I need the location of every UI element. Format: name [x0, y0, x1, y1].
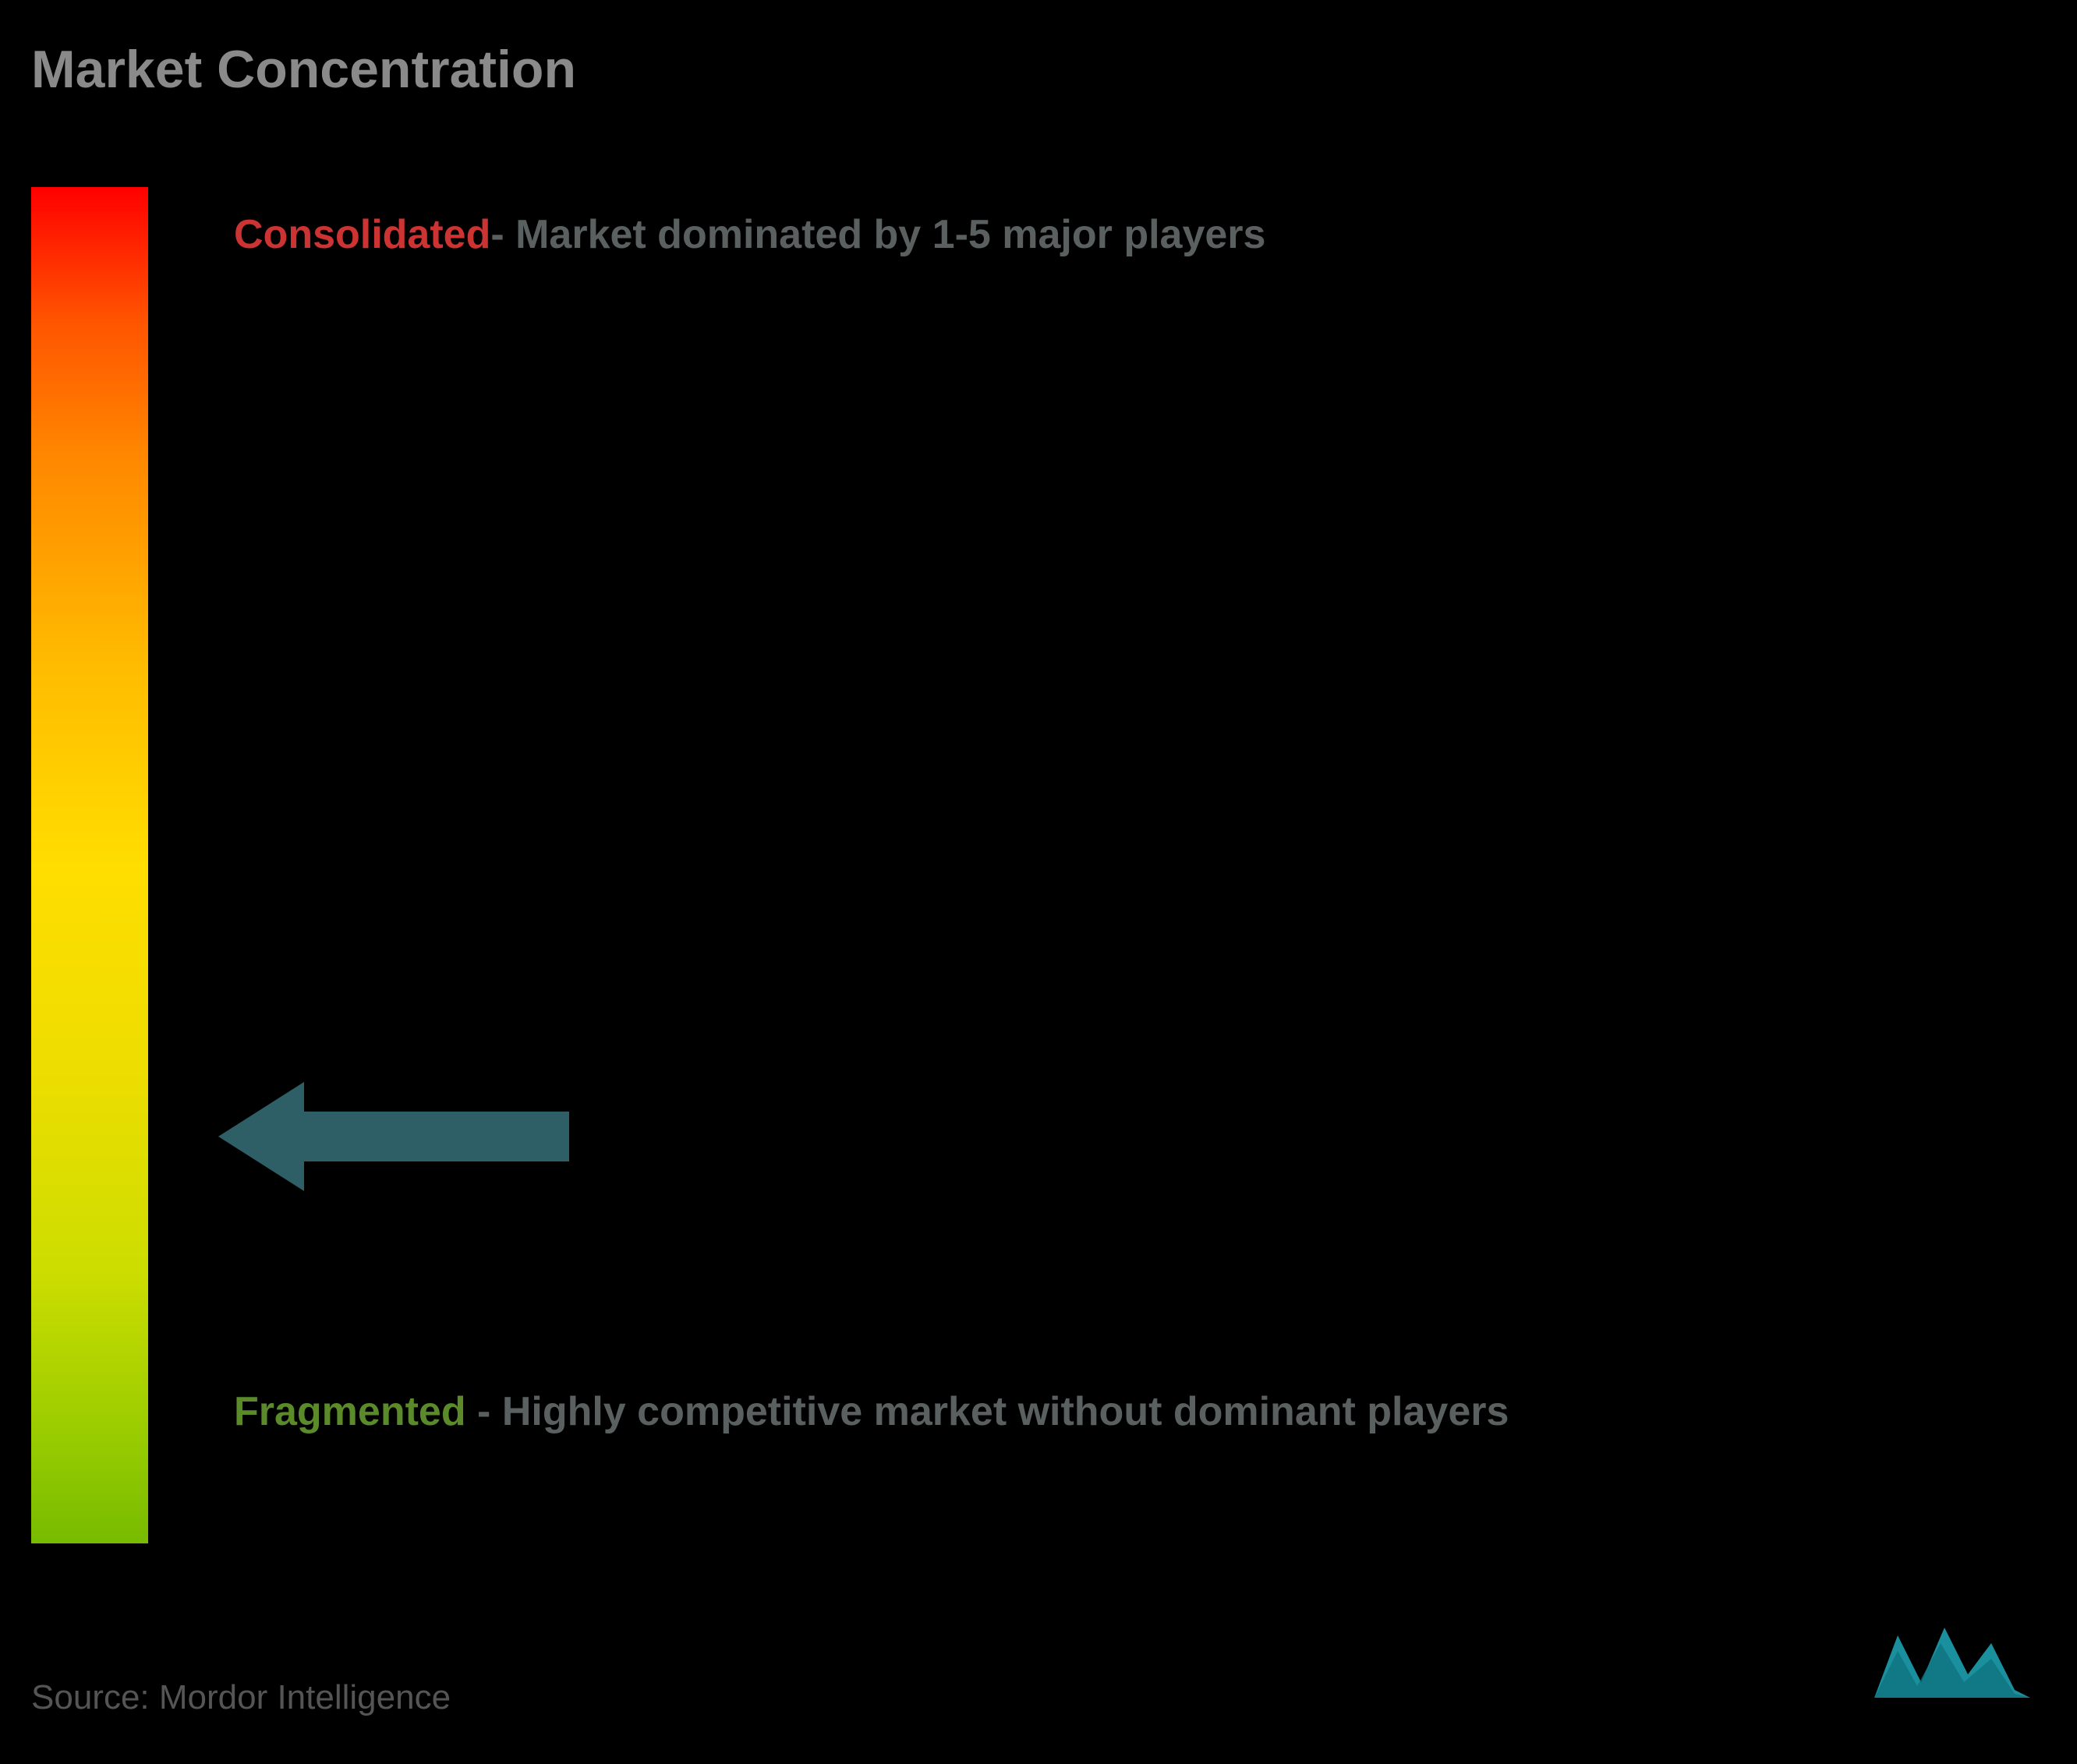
concentration-gradient-bar — [31, 187, 148, 1543]
consolidated-description: - Market dominated by 1-5 major players — [490, 212, 1265, 257]
fragmented-description: - Highly competitive market without domi… — [466, 1389, 1509, 1434]
consolidated-label-row: Consolidated- Market dominated by 1-5 ma… — [234, 203, 2030, 267]
arrow-left-icon — [218, 1074, 577, 1199]
market-position-indicator — [218, 1074, 577, 1203]
source-attribution: Source: Mordor Intelligence — [31, 1678, 451, 1717]
chart-title: Market Concentration — [31, 39, 576, 100]
mordor-logo-icon — [1874, 1620, 2030, 1713]
consolidated-term: Consolidated — [234, 212, 490, 257]
fragmented-label-row: Fragmented - Highly competitive market w… — [234, 1380, 2030, 1444]
fragmented-term: Fragmented — [234, 1389, 466, 1434]
mordor-logo — [1874, 1620, 2030, 1717]
